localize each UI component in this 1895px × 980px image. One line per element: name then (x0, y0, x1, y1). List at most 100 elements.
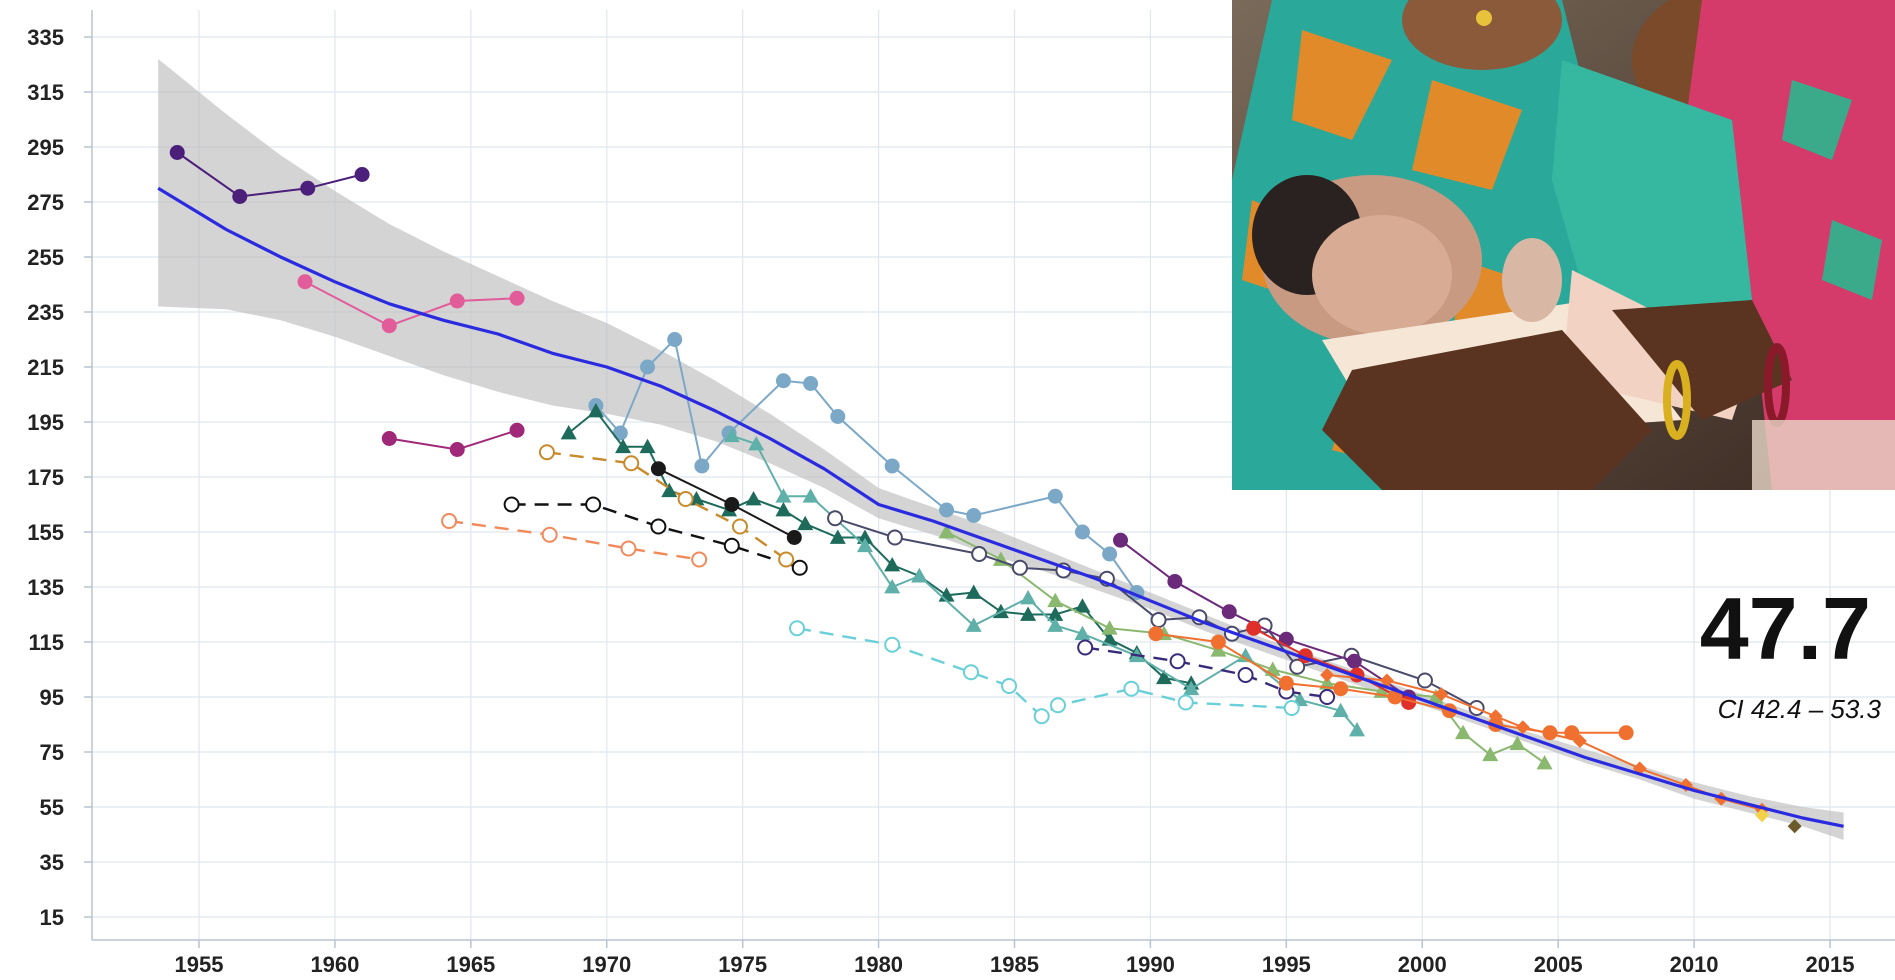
data-point (1536, 755, 1553, 770)
data-point (1049, 697, 1066, 714)
data-point (560, 425, 577, 440)
x-tick-label: 1970 (582, 952, 631, 977)
tick-labels: 15 35 55 75 95 115 135 155 175 195 215 235 255 275 295… (27, 25, 1854, 977)
x-tick-label: 1960 (310, 952, 359, 977)
data-point (1572, 734, 1587, 748)
data-point (300, 180, 316, 196)
y-tick-label: 55 (40, 795, 64, 820)
x-tick-label: 1985 (990, 952, 1039, 977)
data-point (829, 529, 846, 544)
data-point (1787, 819, 1802, 834)
data-point (1074, 598, 1091, 613)
series-4 (588, 332, 1145, 600)
data-point (1183, 680, 1200, 696)
data-point (778, 551, 795, 568)
series-line (595, 337, 1138, 594)
data-point (731, 518, 748, 535)
data-point (1237, 667, 1254, 683)
data-point (503, 496, 520, 513)
data-point (381, 431, 397, 446)
data-point (169, 145, 185, 160)
y-tick-label: 155 (27, 520, 64, 545)
x-tick-label: 2015 (1806, 952, 1855, 977)
data-point (381, 318, 397, 334)
x-tick-label: 2000 (1398, 952, 1447, 977)
confidence-interval-text: CI 42.4 – 53.3 (1717, 694, 1881, 724)
x-tick-label: 1955 (175, 952, 224, 977)
data-point (639, 438, 656, 454)
data-point (1011, 559, 1028, 576)
series-line (546, 451, 787, 561)
data-point (1074, 524, 1090, 540)
x-tick-label: 1965 (446, 952, 495, 977)
data-point (615, 438, 632, 454)
data-point (1020, 590, 1037, 605)
data-point (1332, 702, 1349, 718)
data-point (1123, 680, 1140, 697)
data-point (1320, 668, 1335, 682)
data-point (661, 482, 678, 498)
data-point (1434, 687, 1449, 702)
data-point (1283, 700, 1300, 716)
series-9 (503, 496, 808, 576)
data-point (827, 510, 844, 527)
data-point (650, 518, 667, 535)
y-tick-label: 75 (40, 740, 64, 765)
series-line (1253, 627, 1410, 704)
data-point (1001, 678, 1018, 694)
data-point (886, 529, 903, 546)
y-tick-label: 295 (27, 135, 64, 160)
series-group (169, 145, 1802, 834)
data-point (965, 584, 982, 599)
data-point (449, 293, 465, 309)
y-tick-label: 95 (40, 685, 64, 710)
series-17 (1148, 626, 1634, 741)
data-point (1319, 689, 1336, 705)
x-tick-label: 1980 (854, 952, 903, 977)
data-point (723, 537, 740, 554)
y-tick-label: 15 (40, 905, 64, 930)
data-point (620, 540, 637, 557)
y-tick-label: 275 (27, 190, 64, 215)
data-point (1074, 625, 1091, 641)
series-20 (1787, 819, 1802, 834)
data-point (650, 461, 666, 477)
data-point (1047, 592, 1064, 608)
y-tick-label: 315 (27, 80, 64, 105)
data-point (354, 167, 370, 182)
data-point (884, 636, 901, 653)
data-point (965, 617, 982, 632)
data-point (971, 546, 988, 562)
data-point (1047, 488, 1063, 504)
data-point (745, 491, 762, 506)
data-point (640, 359, 656, 375)
y-tick-label: 135 (27, 575, 64, 600)
data-point (1020, 606, 1037, 621)
data-point (623, 455, 640, 472)
y-tick-label: 335 (27, 25, 64, 50)
series-line (1155, 632, 1627, 734)
series-line (448, 519, 700, 561)
y-tick-label: 215 (27, 355, 64, 380)
data-point (775, 488, 792, 503)
y-tick-label: 115 (29, 630, 65, 655)
series-line (946, 531, 1546, 764)
data-point (775, 373, 791, 389)
data-point (748, 436, 765, 451)
data-point (856, 529, 873, 544)
data-point (1333, 681, 1349, 697)
series-19 (1755, 808, 1770, 823)
x-tick-label: 2010 (1670, 952, 1719, 977)
data-point (789, 620, 806, 637)
mother-and-newborn-photo (1232, 0, 1895, 490)
data-point (691, 551, 708, 568)
data-point (1509, 735, 1526, 751)
data-point (1755, 808, 1770, 823)
estimate-value: 47.7 (1699, 579, 1871, 678)
data-point (884, 579, 901, 594)
axes (84, 10, 1895, 948)
data-point (911, 568, 928, 583)
data-point (1148, 626, 1164, 642)
data-point (791, 559, 808, 576)
